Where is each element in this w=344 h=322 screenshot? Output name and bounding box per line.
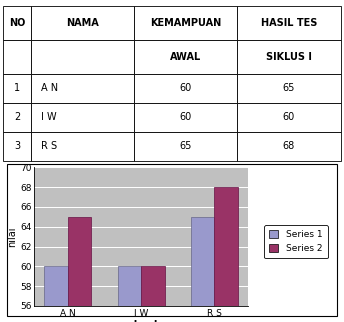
Bar [68,217,91,322]
Bar [44,266,68,322]
Y-axis label: nilai: nilai [7,226,17,247]
X-axis label: subyek: subyek [121,320,161,322]
Legend: Series 1, Series 2: Series 1, Series 2 [264,225,328,258]
Bar [191,217,214,322]
Bar [141,266,164,322]
Bar [118,266,141,322]
Bar [214,187,238,322]
